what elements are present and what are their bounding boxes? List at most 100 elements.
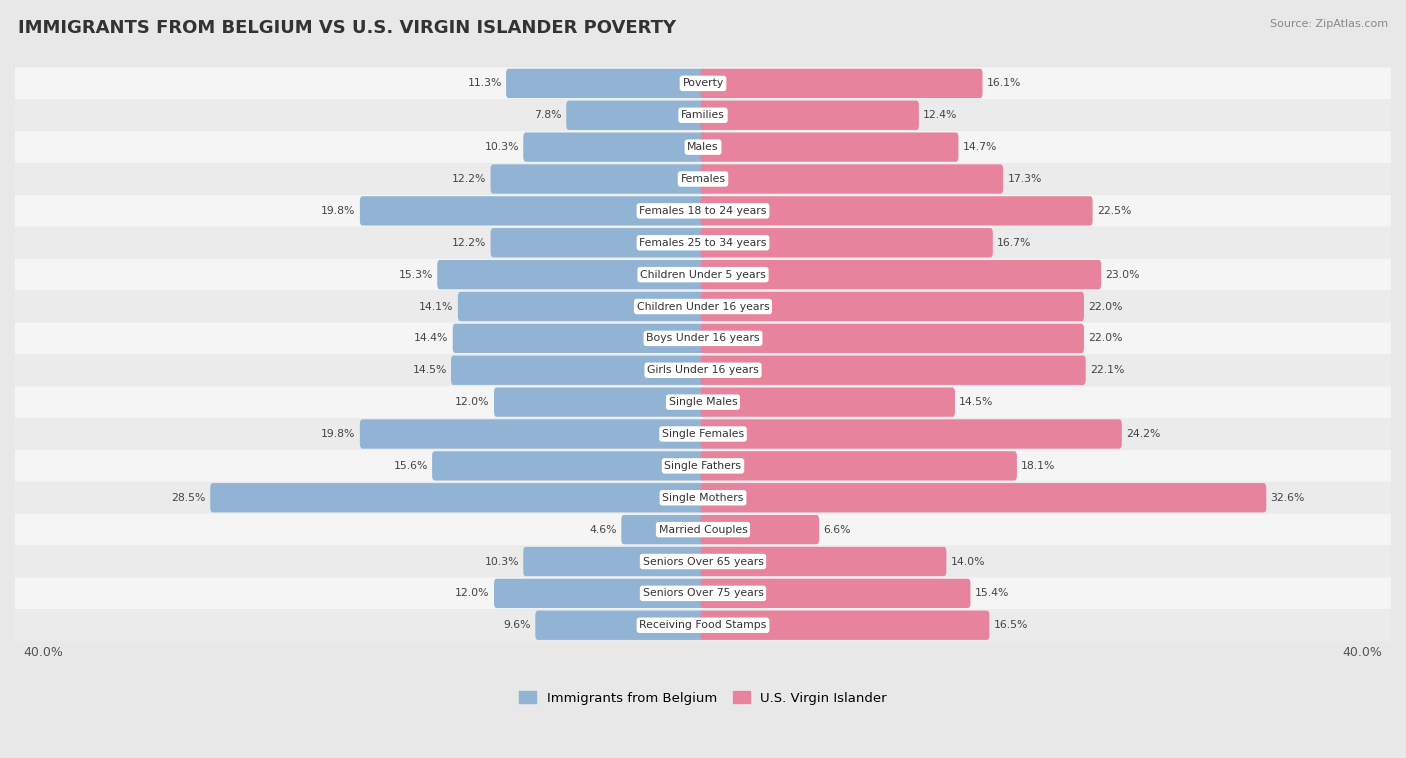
FancyBboxPatch shape (15, 482, 1391, 514)
Text: Single Mothers: Single Mothers (662, 493, 744, 503)
FancyBboxPatch shape (700, 196, 1092, 226)
Text: 18.1%: 18.1% (1021, 461, 1056, 471)
FancyBboxPatch shape (491, 228, 706, 258)
FancyBboxPatch shape (494, 387, 706, 417)
Text: IMMIGRANTS FROM BELGIUM VS U.S. VIRGIN ISLANDER POVERTY: IMMIGRANTS FROM BELGIUM VS U.S. VIRGIN I… (18, 19, 676, 37)
Text: 12.4%: 12.4% (924, 110, 957, 121)
FancyBboxPatch shape (15, 290, 1391, 322)
FancyBboxPatch shape (15, 322, 1391, 354)
FancyBboxPatch shape (494, 578, 706, 608)
FancyBboxPatch shape (700, 547, 946, 576)
Text: 11.3%: 11.3% (467, 78, 502, 89)
Text: Females 18 to 24 years: Females 18 to 24 years (640, 206, 766, 216)
FancyBboxPatch shape (15, 609, 1391, 641)
FancyBboxPatch shape (700, 419, 1122, 449)
FancyBboxPatch shape (15, 131, 1391, 163)
FancyBboxPatch shape (700, 387, 955, 417)
FancyBboxPatch shape (15, 99, 1391, 131)
FancyBboxPatch shape (700, 515, 820, 544)
FancyBboxPatch shape (700, 164, 1002, 194)
FancyBboxPatch shape (700, 228, 993, 258)
FancyBboxPatch shape (432, 451, 706, 481)
FancyBboxPatch shape (437, 260, 706, 290)
Text: 12.2%: 12.2% (451, 174, 486, 184)
Text: 15.6%: 15.6% (394, 461, 427, 471)
FancyBboxPatch shape (15, 514, 1391, 546)
FancyBboxPatch shape (360, 196, 706, 226)
Text: 19.8%: 19.8% (321, 206, 356, 216)
Text: Poverty: Poverty (682, 78, 724, 89)
Text: 15.3%: 15.3% (398, 270, 433, 280)
Text: Children Under 5 years: Children Under 5 years (640, 270, 766, 280)
FancyBboxPatch shape (567, 101, 706, 130)
Text: Males: Males (688, 143, 718, 152)
FancyBboxPatch shape (700, 101, 920, 130)
Text: 12.0%: 12.0% (456, 588, 489, 598)
Text: 16.5%: 16.5% (994, 620, 1028, 630)
FancyBboxPatch shape (458, 292, 706, 321)
Legend: Immigrants from Belgium, U.S. Virgin Islander: Immigrants from Belgium, U.S. Virgin Isl… (513, 686, 893, 709)
Text: 9.6%: 9.6% (503, 620, 531, 630)
Text: 22.1%: 22.1% (1090, 365, 1125, 375)
FancyBboxPatch shape (15, 67, 1391, 99)
FancyBboxPatch shape (15, 418, 1391, 450)
Text: 40.0%: 40.0% (1343, 646, 1382, 659)
FancyBboxPatch shape (15, 386, 1391, 418)
FancyBboxPatch shape (523, 547, 706, 576)
Text: Girls Under 16 years: Girls Under 16 years (647, 365, 759, 375)
FancyBboxPatch shape (506, 69, 706, 98)
FancyBboxPatch shape (700, 324, 1084, 353)
Text: 14.1%: 14.1% (419, 302, 454, 312)
Text: 14.5%: 14.5% (412, 365, 447, 375)
Text: 4.6%: 4.6% (589, 525, 617, 534)
FancyBboxPatch shape (15, 163, 1391, 195)
FancyBboxPatch shape (15, 227, 1391, 258)
Text: 24.2%: 24.2% (1126, 429, 1160, 439)
FancyBboxPatch shape (15, 450, 1391, 482)
Text: 12.2%: 12.2% (451, 238, 486, 248)
FancyBboxPatch shape (15, 546, 1391, 578)
Text: 15.4%: 15.4% (974, 588, 1010, 598)
FancyBboxPatch shape (700, 578, 970, 608)
Text: 12.0%: 12.0% (456, 397, 489, 407)
Text: Females: Females (681, 174, 725, 184)
FancyBboxPatch shape (700, 356, 1085, 385)
FancyBboxPatch shape (536, 611, 706, 640)
Text: 7.8%: 7.8% (534, 110, 562, 121)
FancyBboxPatch shape (700, 133, 959, 161)
Text: 16.7%: 16.7% (997, 238, 1032, 248)
Text: 28.5%: 28.5% (172, 493, 205, 503)
FancyBboxPatch shape (700, 611, 990, 640)
FancyBboxPatch shape (700, 451, 1017, 481)
FancyBboxPatch shape (15, 195, 1391, 227)
FancyBboxPatch shape (700, 69, 983, 98)
Text: 14.7%: 14.7% (963, 143, 997, 152)
Text: Females 25 to 34 years: Females 25 to 34 years (640, 238, 766, 248)
FancyBboxPatch shape (453, 324, 706, 353)
Text: Seniors Over 65 years: Seniors Over 65 years (643, 556, 763, 566)
FancyBboxPatch shape (523, 133, 706, 161)
Text: Families: Families (681, 110, 725, 121)
Text: Receiving Food Stamps: Receiving Food Stamps (640, 620, 766, 630)
Text: Single Males: Single Males (669, 397, 737, 407)
Text: 22.0%: 22.0% (1088, 302, 1123, 312)
Text: 14.4%: 14.4% (413, 334, 449, 343)
FancyBboxPatch shape (700, 483, 1267, 512)
Text: Married Couples: Married Couples (658, 525, 748, 534)
Text: 19.8%: 19.8% (321, 429, 356, 439)
Text: Children Under 16 years: Children Under 16 years (637, 302, 769, 312)
Text: 32.6%: 32.6% (1271, 493, 1305, 503)
FancyBboxPatch shape (491, 164, 706, 194)
Text: 22.0%: 22.0% (1088, 334, 1123, 343)
Text: Source: ZipAtlas.com: Source: ZipAtlas.com (1270, 19, 1388, 29)
FancyBboxPatch shape (15, 354, 1391, 386)
Text: 14.0%: 14.0% (950, 556, 986, 566)
Text: 14.5%: 14.5% (959, 397, 994, 407)
FancyBboxPatch shape (700, 260, 1101, 290)
Text: Single Fathers: Single Fathers (665, 461, 741, 471)
Text: Boys Under 16 years: Boys Under 16 years (647, 334, 759, 343)
Text: 6.6%: 6.6% (824, 525, 851, 534)
Text: 17.3%: 17.3% (1008, 174, 1042, 184)
Text: 16.1%: 16.1% (987, 78, 1021, 89)
Text: 10.3%: 10.3% (485, 143, 519, 152)
